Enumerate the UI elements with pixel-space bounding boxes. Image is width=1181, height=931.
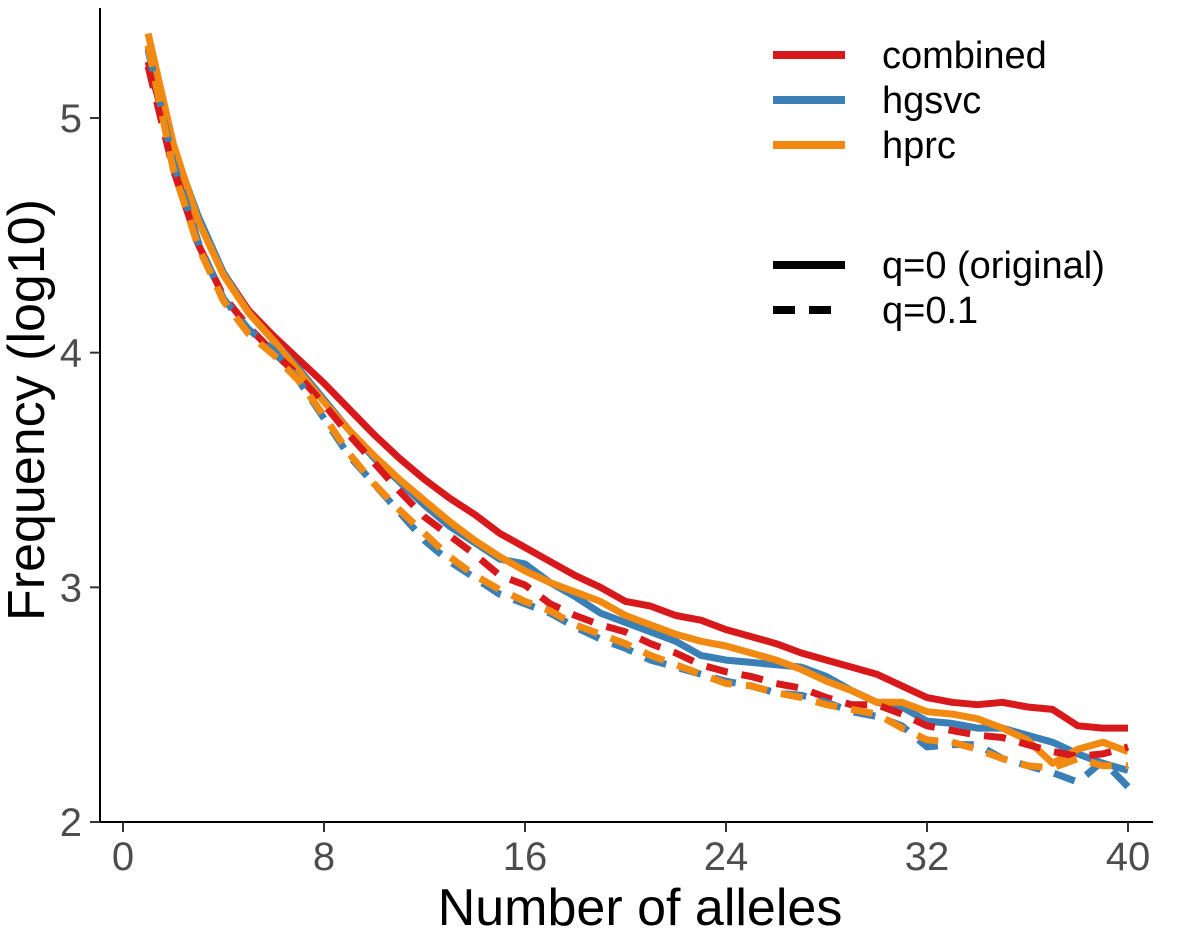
legend-label-hgsvc: hgsvc — [882, 80, 981, 122]
x-tick-label: 40 — [1106, 835, 1151, 879]
x-ticks: 0 8 16 24 32 40 — [112, 822, 1150, 879]
series-line-combined-q01 — [144, 65, 1129, 760]
series-line-hprc-q01 — [144, 44, 1128, 772]
x-tick-label: 16 — [503, 835, 548, 879]
legend-label-hprc: hprc — [882, 125, 956, 167]
axes-layer: 0 8 16 24 32 40 2 3 4 5 — [60, 8, 1153, 879]
x-tick-label: 24 — [704, 835, 749, 879]
x-tick-label: 0 — [112, 835, 134, 879]
x-axis-title: Number of alleles — [438, 879, 843, 931]
legend-label-linetype: q=0.1 — [882, 290, 978, 332]
y-ticks: 2 3 4 5 — [60, 97, 100, 845]
y-tick-label: 3 — [60, 566, 82, 610]
x-tick-label: 8 — [313, 835, 335, 879]
x-tick-label: 32 — [905, 835, 950, 879]
y-tick-label: 5 — [60, 97, 82, 141]
legend-label-linetype: q=0 (original) — [882, 245, 1105, 287]
series-line-hprc-q0 — [144, 32, 1130, 767]
series-line-combined-q0 — [144, 60, 1128, 732]
series-line-hgsvc-q01 — [144, 49, 1131, 790]
series-layer — [144, 32, 1131, 790]
y-axis-title: Frequency (log10) — [0, 199, 56, 621]
series-line-hgsvc-q0 — [144, 46, 1129, 774]
legend-label-combined: combined — [882, 35, 1047, 77]
y-tick-label: 2 — [60, 801, 82, 845]
y-tick-label: 4 — [60, 332, 82, 376]
